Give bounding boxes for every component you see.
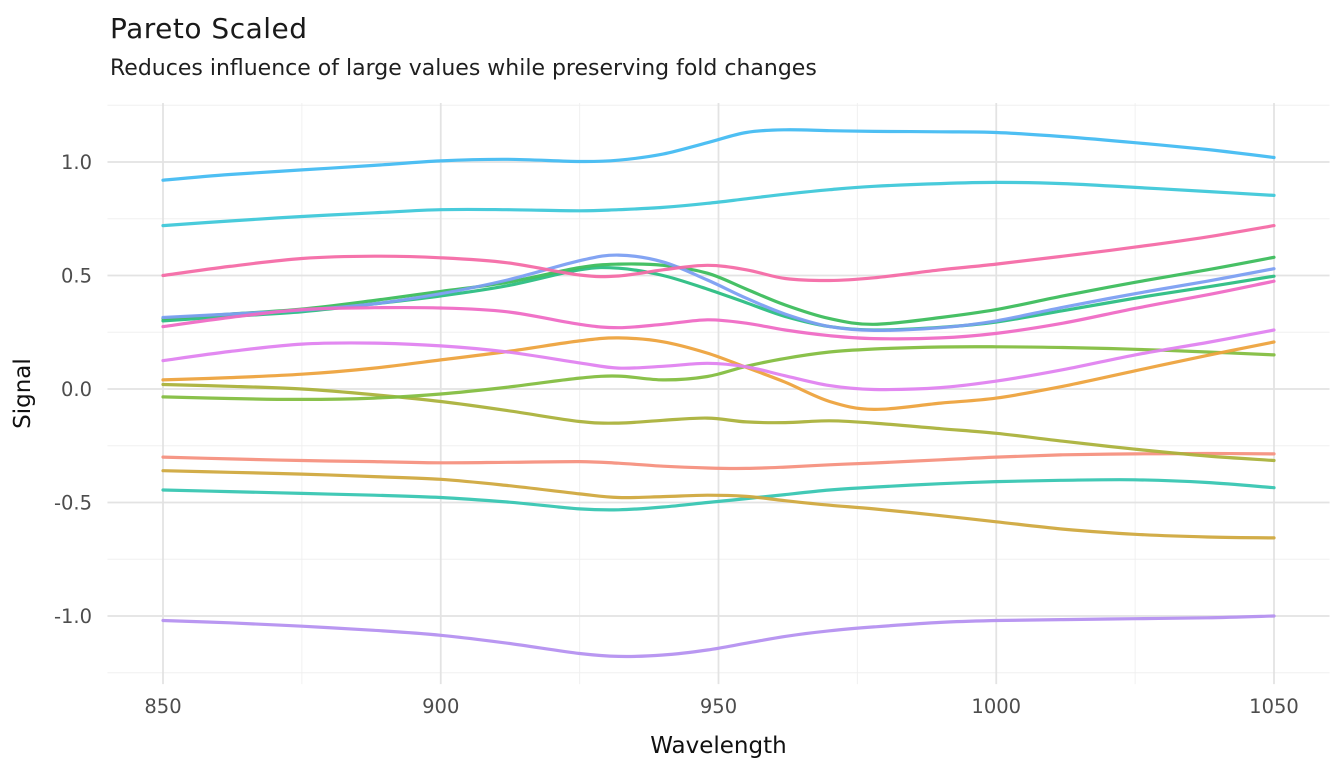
series-line-teal bbox=[161, 478, 1276, 512]
chart-title: Pareto Scaled bbox=[110, 12, 308, 45]
x-tick-label: 900 bbox=[422, 695, 459, 718]
series-line-salmon bbox=[161, 451, 1276, 471]
series-line-olive bbox=[161, 382, 1276, 463]
series-line-violet bbox=[161, 328, 1276, 392]
series-line-applegreen bbox=[161, 345, 1276, 402]
series-line-magenta bbox=[161, 279, 1276, 341]
x-tick-label: 950 bbox=[700, 695, 737, 718]
x-tick-label: 850 bbox=[144, 695, 181, 718]
chart-subtitle: Reduces influence of large values while … bbox=[110, 56, 817, 81]
y-tick-label: 1.0 bbox=[61, 151, 92, 174]
series-line-gold bbox=[161, 469, 1276, 540]
series-line-hotpink bbox=[161, 224, 1276, 283]
series-line-orange bbox=[161, 336, 1276, 412]
y-tick-label: 0.5 bbox=[61, 265, 92, 288]
series-line-green bbox=[161, 255, 1276, 326]
series-line-purple bbox=[161, 614, 1276, 659]
y-axis-title: Signal bbox=[10, 358, 36, 429]
x-axis-title: Wavelength bbox=[650, 733, 786, 759]
series-line-skyblue bbox=[161, 128, 1276, 182]
series-line-cyan bbox=[161, 180, 1276, 228]
x-tick-label: 1000 bbox=[971, 695, 1021, 718]
series-line-cornflower bbox=[161, 253, 1276, 333]
y-tick-label: 0.0 bbox=[61, 378, 92, 401]
y-tick-label: -1.0 bbox=[54, 605, 92, 628]
y-tick-label: -0.5 bbox=[54, 492, 92, 515]
x-tick-label: 1050 bbox=[1249, 695, 1299, 718]
